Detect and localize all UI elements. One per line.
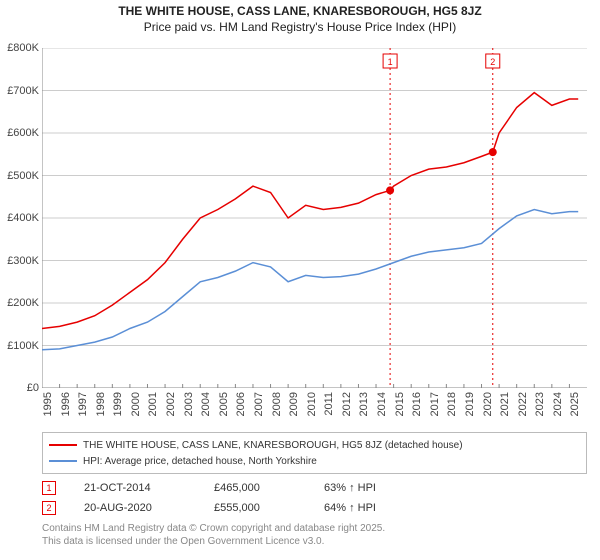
x-tick-label: 2024 (552, 392, 564, 416)
chart-svg: 12 (42, 48, 587, 388)
x-tick-label: 2010 (306, 392, 318, 416)
y-tick-label: £700K (7, 85, 39, 97)
x-tick-label: 2001 (147, 392, 159, 416)
marker-box-2: 2 (42, 501, 56, 515)
x-tick-label: 2016 (411, 392, 423, 416)
x-tick-label: 2025 (569, 392, 581, 416)
legend-swatch-property (49, 444, 77, 446)
x-tick-label: 2021 (499, 392, 511, 416)
legend-swatch-hpi (49, 460, 77, 462)
x-tick-label: 2014 (376, 392, 388, 416)
chart-area: 12 £0£100K£200K£300K£400K£500K£600K£700K… (42, 48, 587, 388)
y-tick-label: £100K (7, 340, 39, 352)
x-tick-label: 2000 (130, 392, 142, 416)
x-tick-label: 1995 (42, 392, 54, 416)
attribution-line1: Contains HM Land Registry data © Crown c… (42, 522, 587, 535)
x-tick-label: 2023 (534, 392, 546, 416)
x-tick-label: 2017 (429, 392, 441, 416)
marker-price-2: £555,000 (214, 502, 324, 514)
legend-box: THE WHITE HOUSE, CASS LANE, KNARESBOROUG… (42, 432, 587, 474)
legend-row-property: THE WHITE HOUSE, CASS LANE, KNARESBOROUG… (49, 437, 580, 453)
legend-label-hpi: HPI: Average price, detached house, Nort… (83, 456, 317, 467)
marker-pct-1: 63% ↑ HPI (324, 482, 444, 494)
y-tick-label: £500K (7, 170, 39, 182)
y-tick-label: £800K (7, 42, 39, 54)
y-tick-label: £0 (27, 382, 39, 394)
marker-row-1: 1 21-OCT-2014 £465,000 63% ↑ HPI (42, 478, 587, 498)
x-tick-label: 1999 (112, 392, 124, 416)
marker-box-1: 1 (42, 481, 56, 495)
x-tick-label: 2003 (183, 392, 195, 416)
x-tick-label: 2006 (235, 392, 247, 416)
x-tick-label: 1998 (95, 392, 107, 416)
title-block: THE WHITE HOUSE, CASS LANE, KNARESBOROUG… (0, 0, 600, 34)
svg-text:1: 1 (388, 57, 393, 67)
marker-pct-2: 64% ↑ HPI (324, 502, 444, 514)
legend-row-hpi: HPI: Average price, detached house, Nort… (49, 453, 580, 469)
svg-text:2: 2 (490, 57, 495, 67)
title-line1: THE WHITE HOUSE, CASS LANE, KNARESBOROUG… (0, 4, 600, 18)
x-tick-label: 1996 (60, 392, 72, 416)
attribution-line2: This data is licensed under the Open Gov… (42, 535, 587, 548)
y-tick-label: £400K (7, 212, 39, 224)
legend-label-property: THE WHITE HOUSE, CASS LANE, KNARESBOROUG… (83, 440, 463, 451)
x-tick-label: 2011 (323, 392, 335, 416)
x-tick-label: 2009 (288, 392, 300, 416)
chart-container: THE WHITE HOUSE, CASS LANE, KNARESBOROUG… (0, 0, 600, 560)
x-tick-label: 2020 (482, 392, 494, 416)
x-tick-label: 2013 (358, 392, 370, 416)
marker-date-2: 20-AUG-2020 (84, 502, 214, 514)
x-tick-label: 2004 (200, 392, 212, 416)
marker-table: 1 21-OCT-2014 £465,000 63% ↑ HPI 2 20-AU… (42, 478, 587, 518)
y-tick-label: £300K (7, 255, 39, 267)
y-tick-label: £600K (7, 127, 39, 139)
title-line2: Price paid vs. HM Land Registry's House … (0, 20, 600, 34)
x-tick-label: 2002 (165, 392, 177, 416)
x-tick-label: 2018 (446, 392, 458, 416)
x-tick-label: 1997 (77, 392, 89, 416)
attribution: Contains HM Land Registry data © Crown c… (42, 522, 587, 548)
marker-row-2: 2 20-AUG-2020 £555,000 64% ↑ HPI (42, 498, 587, 518)
marker-id-1: 1 (46, 483, 51, 493)
x-tick-label: 2007 (253, 392, 265, 416)
x-tick-label: 2022 (517, 392, 529, 416)
x-tick-label: 2005 (218, 392, 230, 416)
x-tick-label: 2008 (271, 392, 283, 416)
marker-id-2: 2 (46, 503, 51, 513)
x-tick-label: 2015 (394, 392, 406, 416)
marker-price-1: £465,000 (214, 482, 324, 494)
x-tick-label: 2012 (341, 392, 353, 416)
y-tick-label: £200K (7, 297, 39, 309)
marker-date-1: 21-OCT-2014 (84, 482, 214, 494)
x-tick-label: 2019 (464, 392, 476, 416)
